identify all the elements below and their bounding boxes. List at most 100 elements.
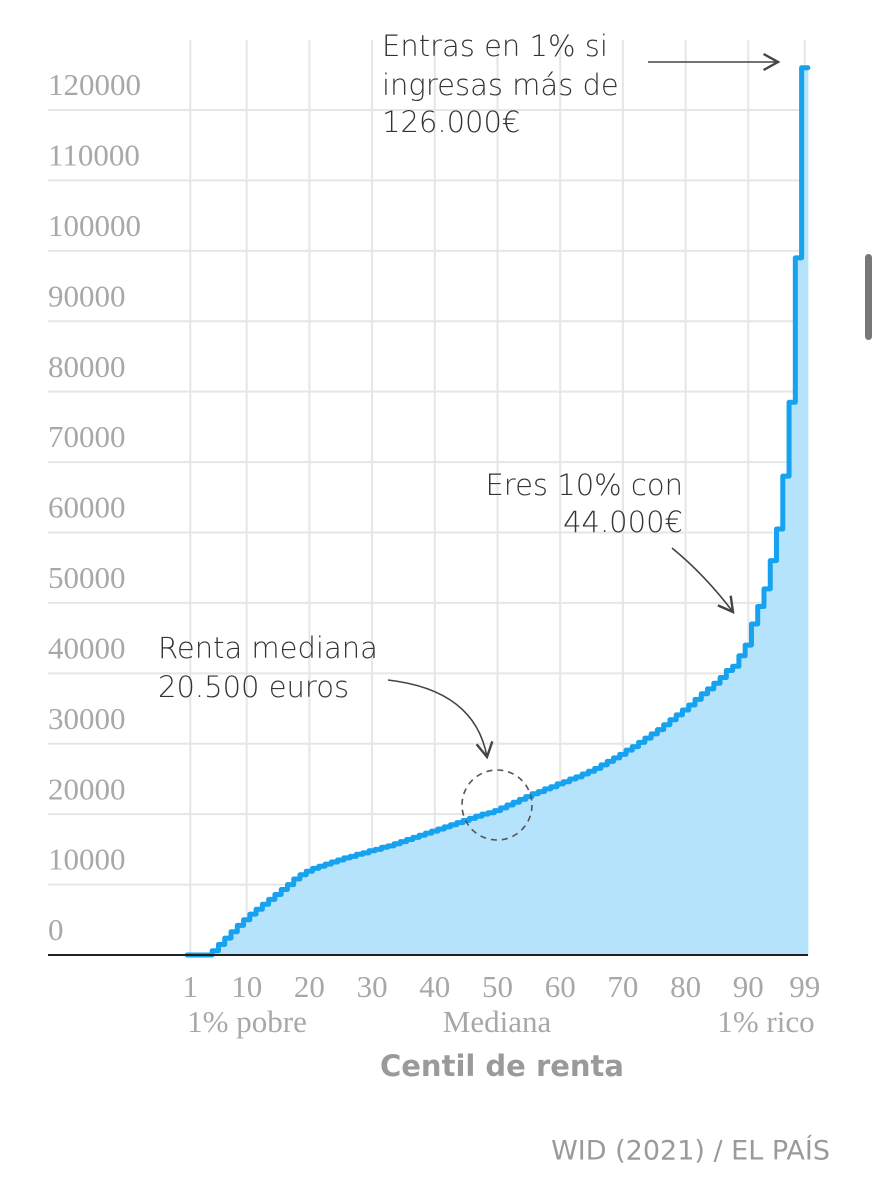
area-step xyxy=(318,866,326,955)
arrow xyxy=(671,547,735,614)
x-tick-label: 10 xyxy=(231,969,262,1004)
area-step xyxy=(801,67,809,955)
area-step xyxy=(506,805,514,955)
area-step xyxy=(632,746,640,955)
area-step xyxy=(387,845,395,955)
area-step xyxy=(651,733,658,955)
area-step xyxy=(776,528,784,955)
y-tick-label: 60000 xyxy=(48,490,126,525)
area-step xyxy=(368,850,376,955)
area-step xyxy=(663,724,671,955)
y-tick-label: 80000 xyxy=(48,349,126,384)
x-sublabel: 1% rico xyxy=(717,1004,814,1039)
area-step xyxy=(544,788,552,955)
annotation: ingresas más de xyxy=(382,68,619,102)
y-tick-label: 120000 xyxy=(48,67,141,102)
area-step xyxy=(406,839,414,955)
area-step xyxy=(713,683,721,955)
annotation: Renta mediana xyxy=(158,631,378,665)
area-step xyxy=(607,761,614,955)
area-step xyxy=(419,835,426,955)
area-step xyxy=(682,709,690,955)
area-step xyxy=(312,868,320,955)
area-step xyxy=(582,774,589,955)
area-step xyxy=(243,919,251,955)
area-step xyxy=(469,818,477,955)
annotation: Eres 10% con xyxy=(485,468,683,502)
x-axis-label: Centil de renta xyxy=(380,1049,624,1083)
area-step xyxy=(444,826,451,955)
x-tick-label: 99 xyxy=(789,969,820,1004)
area-step xyxy=(218,944,226,955)
area-step xyxy=(757,606,765,955)
area-step xyxy=(782,476,790,955)
area-step xyxy=(475,816,483,955)
data-line xyxy=(184,65,811,958)
x-tick-label: 80 xyxy=(670,969,701,1004)
area-step xyxy=(450,824,458,955)
area-step xyxy=(274,894,282,955)
area-step xyxy=(488,812,495,955)
area-step xyxy=(763,588,771,955)
area-step xyxy=(513,802,520,955)
y-tick-label: 30000 xyxy=(48,701,126,736)
area-step xyxy=(431,831,439,955)
area-step xyxy=(299,874,307,955)
annotation: 44.000€ xyxy=(563,505,683,539)
area-step xyxy=(789,402,796,956)
x-tick-label: 20 xyxy=(294,969,325,1004)
area-step xyxy=(738,655,746,955)
x-tick-label: 90 xyxy=(733,969,764,1004)
area-step xyxy=(400,841,408,955)
y-tick-label: 90000 xyxy=(48,278,126,313)
area-step xyxy=(519,799,527,955)
area-step xyxy=(494,810,502,955)
area-step xyxy=(557,783,564,955)
area-step xyxy=(237,925,245,955)
area-step xyxy=(306,871,314,955)
y-tick-label: 0 xyxy=(48,912,64,947)
area-step xyxy=(343,857,351,955)
y-tick-label: 100000 xyxy=(48,208,141,243)
area-step xyxy=(701,693,709,955)
x-sublabel: 1% pobre xyxy=(187,1004,307,1039)
scrollbar[interactable] xyxy=(865,254,872,340)
area-step xyxy=(638,742,646,955)
area-step xyxy=(456,822,464,955)
area-step xyxy=(720,677,727,955)
area-step xyxy=(463,820,470,955)
area-step xyxy=(287,884,295,955)
area-step xyxy=(394,843,401,955)
area-step xyxy=(325,864,332,955)
area-step xyxy=(268,899,276,955)
area-step xyxy=(550,786,558,955)
area-step xyxy=(770,560,778,955)
area-step xyxy=(745,645,752,955)
area-step xyxy=(538,791,546,955)
area-step xyxy=(795,257,803,955)
y-tick-label: 40000 xyxy=(48,630,126,665)
area-step xyxy=(751,624,759,955)
area-step xyxy=(613,757,621,955)
area-step xyxy=(688,705,696,955)
area-step xyxy=(249,914,257,955)
x-tick-label: 50 xyxy=(482,969,513,1004)
area-step xyxy=(594,768,602,955)
area-step xyxy=(356,854,364,955)
area-step xyxy=(381,847,389,955)
x-tick-label: 70 xyxy=(607,969,638,1004)
area-step xyxy=(500,807,508,955)
area-step xyxy=(707,688,715,955)
y-tick-label: 10000 xyxy=(48,842,126,877)
x-tick-label: 30 xyxy=(357,969,388,1004)
area-step xyxy=(331,862,339,955)
source: WID (2021) / EL PAÍS xyxy=(551,1135,830,1167)
y-tick-label: 50000 xyxy=(48,560,126,595)
arrow xyxy=(387,679,494,760)
area-step xyxy=(224,938,232,955)
y-tick-label: 110000 xyxy=(48,138,140,173)
area-step xyxy=(531,793,539,955)
annotation: 126.000€ xyxy=(382,105,520,139)
area-step xyxy=(231,931,238,955)
